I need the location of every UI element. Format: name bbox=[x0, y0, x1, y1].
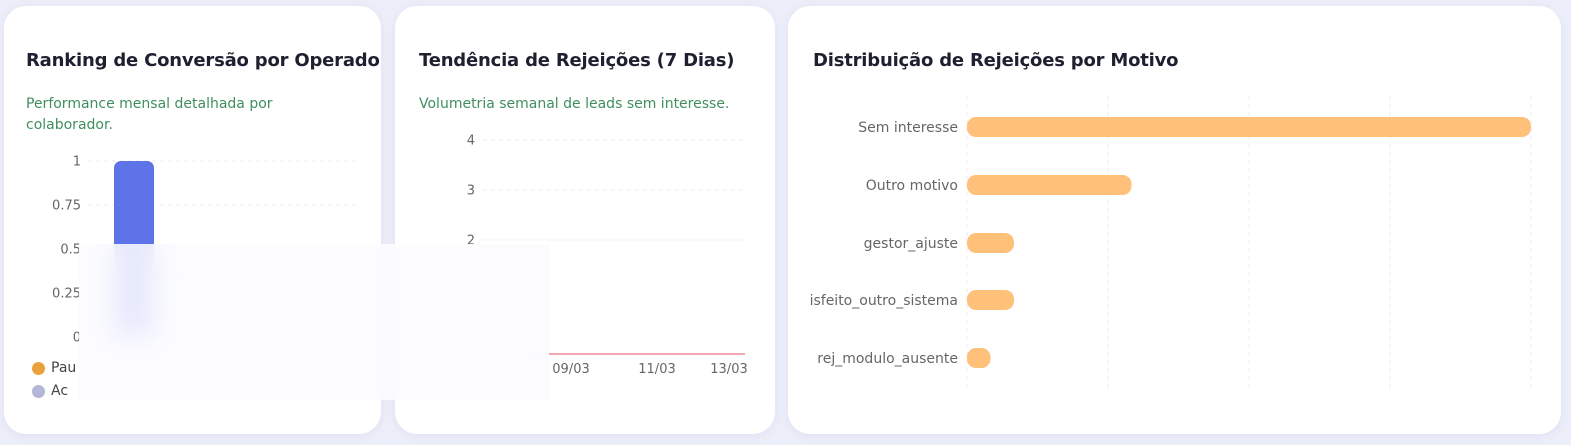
y-tick-label: 2 bbox=[467, 234, 475, 249]
category-label: Sem interesse bbox=[858, 120, 958, 136]
category-label: isfeito_outro_sistema bbox=[810, 293, 958, 309]
legend-label-2: Ac bbox=[51, 383, 69, 399]
y-tick-label: 0.5 bbox=[60, 243, 81, 258]
y-tick-label: 4 bbox=[467, 134, 475, 149]
y-tick-label: 0.25 bbox=[52, 287, 81, 302]
gold-medal-icon bbox=[32, 361, 45, 375]
category-label: Outro motivo bbox=[866, 178, 958, 194]
trend-subtitle: Volumetria semanal de leads sem interess… bbox=[419, 96, 730, 112]
reason-bar bbox=[967, 117, 1531, 137]
reasons-chart: Sem interesse Outro motivo gestor_ajusteis… bbox=[810, 96, 1532, 388]
silver-medal-icon bbox=[32, 384, 45, 398]
legend-item-2[interactable]: Ac bbox=[32, 383, 68, 399]
reasons-title: Distribuição de Rejeições por Motivo bbox=[813, 50, 1179, 71]
ranking-subtitle: Performance mensal detalhada por colabor… bbox=[26, 96, 273, 133]
trend-title: Tendência de Rejeições (7 Dias) bbox=[419, 50, 735, 71]
blur-overlay bbox=[79, 244, 549, 400]
legend-item-1[interactable]: Pau bbox=[32, 360, 76, 376]
reason-bar bbox=[967, 348, 991, 368]
y-tick-label: 1 bbox=[73, 155, 81, 170]
y-tick-label: 0.75 bbox=[52, 199, 81, 214]
x-tick-label: 09/03 bbox=[552, 362, 589, 377]
y-tick-label: 3 bbox=[467, 184, 475, 199]
category-label: rej_modulo_ausente bbox=[817, 351, 958, 367]
legend-label-1: Pau bbox=[51, 360, 77, 376]
x-tick-label: 11/03 bbox=[638, 362, 675, 377]
y-tick-label: 0 bbox=[73, 331, 81, 346]
ranking-title: Ranking de Conversão por Operador bbox=[26, 50, 381, 71]
x-tick-label: 13/03 bbox=[710, 362, 747, 377]
reason-bar bbox=[967, 175, 1132, 195]
reason-bar bbox=[967, 290, 1014, 310]
category-label: gestor_ajuste bbox=[864, 236, 958, 252]
reason-bar bbox=[967, 233, 1014, 253]
reasons-card: Distribuição de Rejeições por Motivo Sem… bbox=[788, 6, 1561, 434]
